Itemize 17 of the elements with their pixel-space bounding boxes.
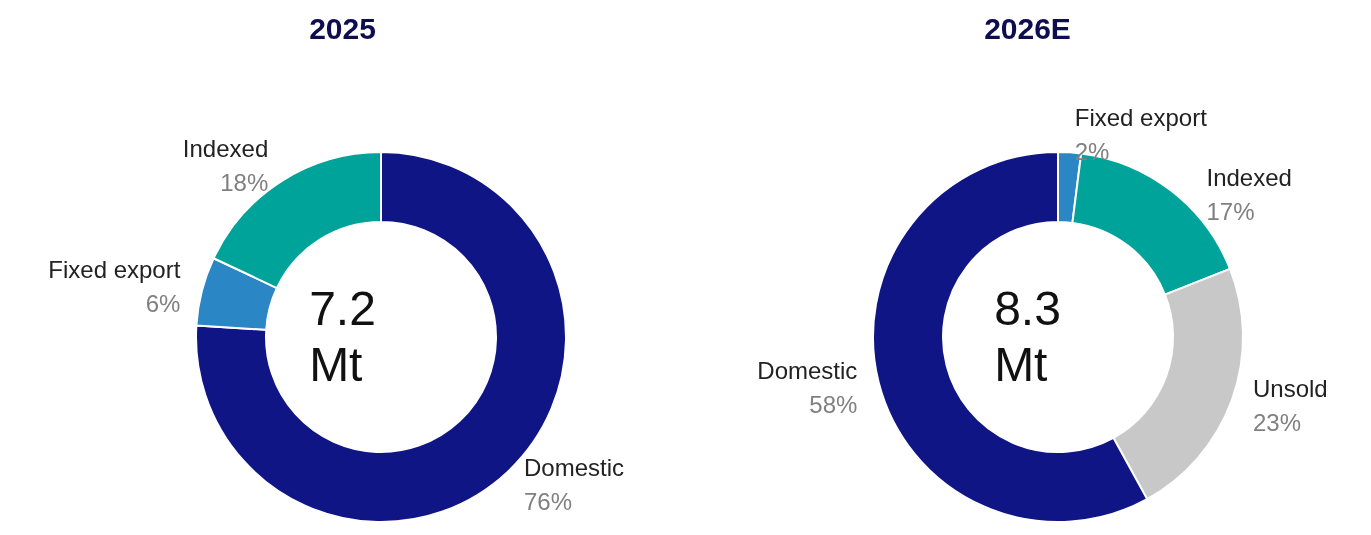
- chart-title: 2025: [309, 11, 376, 45]
- slice-label: Indexed: [1206, 163, 1292, 191]
- slice-label: Unsold: [1253, 375, 1328, 403]
- data-label: 76%: [523, 488, 573, 516]
- slice-label: Fixed export: [1074, 103, 1208, 131]
- slice-label: Domestic: [757, 356, 858, 384]
- slice-label: Indexed: [182, 135, 269, 163]
- text: 7.2 Mt: [309, 281, 376, 391]
- data-label: 17%: [1206, 197, 1255, 225]
- text: 8.3 Mt: [994, 281, 1061, 391]
- data-label: 58%: [809, 390, 858, 418]
- chart-title: 2026E: [984, 11, 1071, 45]
- data-label: 23%: [1253, 409, 1302, 437]
- data-label: 18%: [220, 169, 269, 197]
- data-label: 6%: [145, 290, 181, 318]
- slice-label: Domestic: [523, 454, 624, 482]
- slice-label: Fixed export: [48, 256, 181, 284]
